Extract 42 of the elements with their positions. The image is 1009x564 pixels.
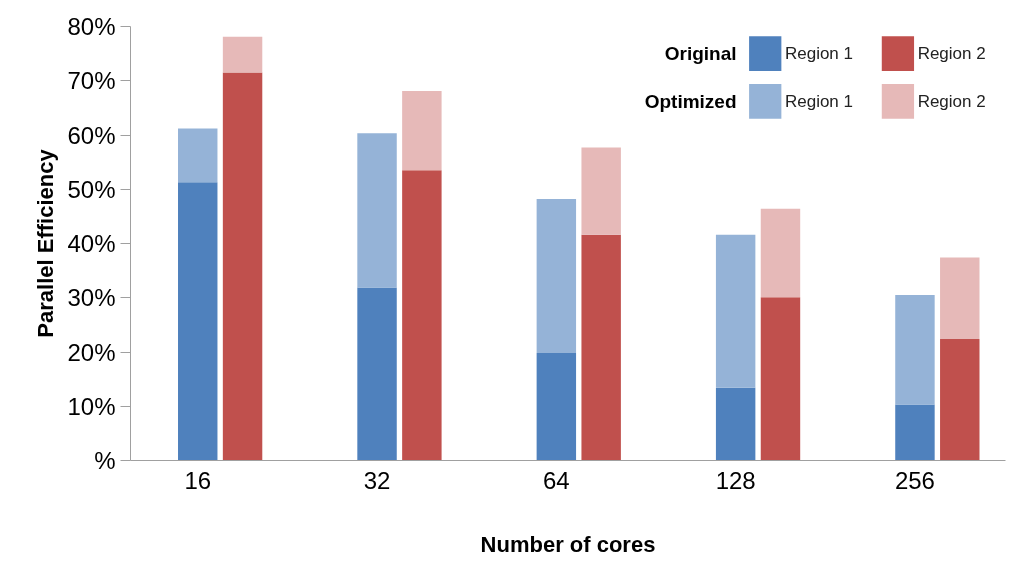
x-axis-title: Number of cores [480,531,656,557]
y-tick-label: 50% [67,175,116,203]
y-tick-label: 70% [67,67,116,95]
y-tick-label: % [94,447,116,474]
y-tick-label: 30% [67,284,116,312]
legend-label: Region 2 [917,44,986,64]
x-tick-label: 64 [543,466,570,494]
y-axis-title: Parallel Efficiency [33,148,59,338]
bar [402,170,442,461]
bar [222,36,263,73]
bar [760,208,801,298]
annotation: Optimized [644,90,737,112]
bar [222,72,263,461]
bar [940,257,980,339]
bar [715,387,756,461]
legend-label: Region 2 [917,91,986,111]
y-tick-label: 80% [67,13,116,40]
bar [895,295,935,405]
bar [940,338,980,461]
y-tick-label: 20% [67,338,116,366]
bar [536,353,577,461]
bar [715,234,756,388]
bar [402,91,442,171]
bar [895,404,935,461]
annotation: Original [664,43,737,65]
bar [178,182,218,461]
bar [760,297,801,461]
bar [178,128,218,183]
bar [536,199,577,354]
x-tick-label: 128 [715,466,756,494]
x-tick-label: 16 [184,466,212,494]
x-tick-label: 32 [363,466,391,494]
x-tick-label: 256 [894,466,935,494]
legend-label: Region 1 [784,91,854,111]
bar [357,287,397,461]
y-tick-label: 40% [67,230,116,257]
y-tick-label: 10% [67,392,116,420]
bar [581,147,621,235]
bar [581,234,621,461]
legend-label: Region 1 [784,44,854,64]
bar [357,133,397,288]
y-tick-label: 60% [67,121,116,149]
